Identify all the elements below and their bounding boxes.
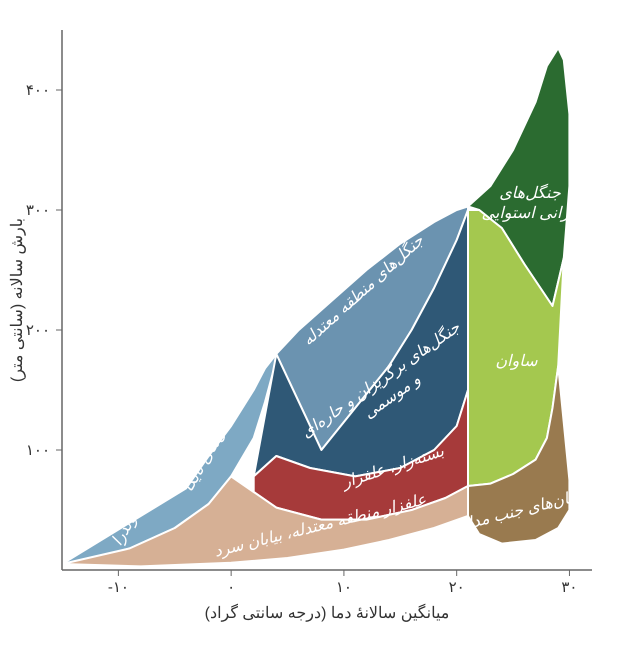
y-tick-label: ۳۰۰ bbox=[26, 202, 50, 219]
x-tick-label: ۱۰ bbox=[336, 579, 352, 596]
svg-text:ساوان: ساوان bbox=[495, 353, 538, 370]
y-tick-label: ۱۰۰ bbox=[26, 442, 50, 459]
x-tick-label: ۳۰ bbox=[561, 579, 577, 596]
biome-label-savanna: ساوان bbox=[495, 353, 538, 370]
x-tick-label: ۲۰ bbox=[449, 579, 465, 596]
svg-text:بارانی استوایی: بارانی استوایی bbox=[482, 205, 579, 222]
y-axis-label: بارش سالانه (سانتی متر) bbox=[9, 218, 26, 382]
svg-text:جنگل‌های: جنگل‌های bbox=[499, 183, 561, 202]
x-axis-label: میانگین سالانهٔ دما (درجه سانتی گراد) bbox=[205, 603, 450, 622]
x-tick-label: -۱۰ bbox=[108, 579, 129, 596]
biome-chart: توندراجنگل‌های تایگاجنگل‌های منطقه معتدل… bbox=[0, 0, 620, 652]
y-tick-label: ۲۰۰ bbox=[26, 322, 50, 339]
x-tick-label: ۰ bbox=[227, 579, 235, 596]
chart-svg: توندراجنگل‌های تایگاجنگل‌های منطقه معتدل… bbox=[0, 0, 620, 652]
y-tick-label: ۴۰۰ bbox=[26, 82, 50, 99]
